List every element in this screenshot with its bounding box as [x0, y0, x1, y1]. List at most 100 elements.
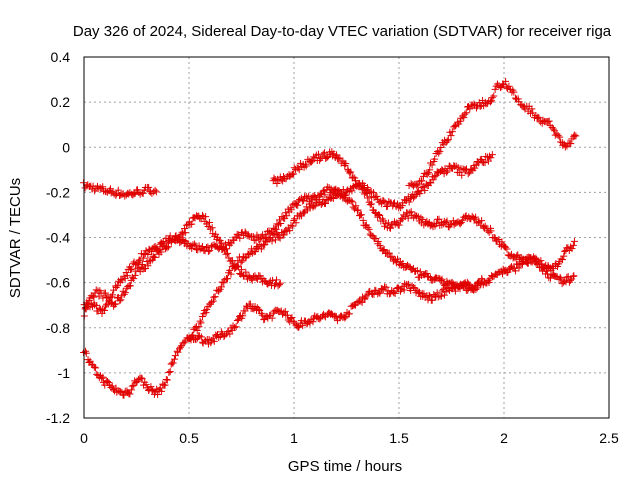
data-point — [302, 162, 310, 170]
data-point — [154, 390, 162, 398]
data-point — [528, 105, 536, 113]
data-point — [341, 191, 349, 199]
y-tick-label: 0.4 — [51, 49, 71, 65]
data-point — [401, 213, 409, 221]
data-point — [131, 271, 139, 279]
y-tick-label: -1 — [58, 365, 71, 381]
data-point — [92, 286, 100, 294]
data-point — [193, 327, 201, 335]
data-point — [245, 250, 253, 258]
data-point — [117, 296, 125, 304]
data-point — [425, 291, 433, 299]
data-point — [319, 187, 327, 195]
data-point — [294, 324, 302, 332]
data-point — [294, 164, 302, 172]
data-point — [137, 374, 145, 382]
data-point — [296, 210, 304, 218]
data-point — [192, 336, 200, 344]
data-point — [98, 374, 106, 382]
data-point — [432, 274, 440, 282]
data-point — [444, 167, 452, 175]
data-point — [189, 331, 197, 339]
data-point — [347, 197, 355, 205]
data-point — [151, 186, 159, 194]
data-point — [104, 377, 112, 385]
data-point — [272, 225, 280, 233]
data-point — [163, 376, 171, 384]
data-point — [437, 292, 445, 300]
data-point — [498, 238, 506, 246]
data-point — [308, 158, 316, 166]
data-point — [287, 221, 295, 229]
data-point — [171, 232, 179, 240]
data-point — [226, 330, 234, 338]
data-point — [165, 243, 173, 251]
data-point — [300, 209, 308, 217]
data-point — [107, 189, 115, 197]
data-point — [142, 381, 150, 389]
data-point — [147, 248, 155, 256]
data-point — [99, 183, 107, 191]
data-point — [542, 267, 550, 275]
data-point — [202, 309, 210, 317]
data-point — [503, 269, 511, 277]
y-axis-label: SDTVAR / TECUs — [7, 178, 24, 298]
data-point — [365, 225, 373, 233]
data-point — [283, 212, 291, 220]
data-point — [357, 211, 365, 219]
data-point — [242, 254, 250, 262]
data-point — [186, 335, 194, 343]
data-point — [273, 276, 281, 284]
data-point — [238, 228, 246, 236]
data-point — [128, 382, 136, 390]
data-point — [306, 319, 314, 327]
data-point — [392, 259, 400, 267]
data-point — [126, 390, 134, 398]
data-point — [407, 287, 415, 295]
data-point — [488, 94, 496, 102]
data-point — [190, 240, 198, 248]
data-point — [386, 253, 394, 261]
data-point — [423, 170, 431, 178]
data-point — [299, 197, 307, 205]
data-point — [210, 293, 218, 301]
data-point — [104, 300, 112, 308]
data-point — [319, 150, 327, 158]
data-point — [522, 255, 530, 263]
data-point — [456, 117, 464, 125]
data-point — [561, 143, 569, 151]
data-point — [146, 257, 154, 265]
data-point — [246, 300, 254, 308]
data-point — [376, 289, 384, 297]
data-point — [221, 331, 229, 339]
data-point — [188, 245, 196, 253]
data-point — [363, 184, 371, 192]
data-point — [560, 252, 568, 260]
data-points — [80, 77, 580, 399]
data-point — [556, 273, 564, 281]
data-point — [490, 233, 498, 241]
data-point — [572, 132, 580, 140]
data-point — [485, 152, 493, 160]
data-point — [232, 323, 240, 331]
data-point — [444, 136, 452, 144]
data-point — [362, 292, 370, 300]
data-point — [371, 209, 379, 217]
data-point — [281, 307, 289, 315]
data-point — [151, 253, 159, 261]
y-tick-label: -0.4 — [46, 230, 70, 246]
data-point — [292, 219, 300, 227]
data-point — [300, 196, 308, 204]
data-point — [487, 227, 495, 235]
y-tick-labels: 0.4 0.2 0 -0.2 -0.4 -0.6 -0.8 -1 -1.2 — [46, 49, 70, 426]
data-point — [152, 188, 160, 196]
data-point — [171, 355, 179, 363]
data-point — [442, 219, 450, 227]
data-point — [491, 85, 499, 93]
data-point — [467, 165, 475, 173]
data-point — [488, 151, 496, 159]
data-point — [421, 186, 429, 194]
data-point — [451, 122, 459, 130]
data-point — [390, 289, 398, 297]
data-point — [294, 201, 302, 209]
